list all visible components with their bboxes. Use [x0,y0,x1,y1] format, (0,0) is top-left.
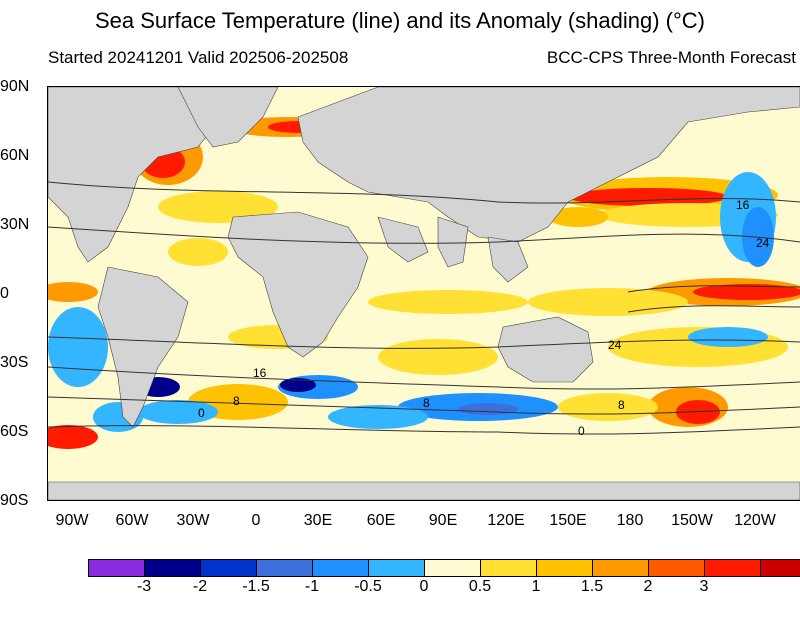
lon-label-150e: 150E [549,512,587,529]
sst-contours [48,181,800,435]
lat-label-90s: 90S [0,492,29,509]
lon-label-60w: 60W [115,512,149,529]
colorbar-label: 1.5 [580,578,604,595]
contour-label: 16 [736,198,750,212]
lat-label-30s: 30S [0,354,29,371]
lon-label-150w: 150W [671,512,713,529]
colorbar [88,559,800,577]
lon-label-120e: 120E [487,512,525,529]
colorbar-label: -0.5 [354,578,382,595]
lon-label-120w: 120W [734,512,776,529]
colorbar-swatch [257,560,313,576]
colorbar-swatch [705,560,761,576]
lon-label-0: 0 [251,512,261,529]
lon-label-30w: 30W [176,512,210,529]
map-canvas: 16 24 24 16 8 0 8 8 0 [48,87,800,500]
chart-title: Sea Surface Temperature (line) and its A… [94,8,705,33]
colorbar-swatch [369,560,425,576]
colorbar-label: -2 [192,578,208,595]
lat-label-eq: 0 [0,285,9,302]
contour-label: 24 [608,338,622,352]
anomaly-shading [48,117,800,449]
colorbar-swatch [537,560,593,576]
colorbar-swatch [425,560,481,576]
contour-label-group: 16 24 24 16 8 0 8 8 0 [198,198,770,438]
contour-label: 0 [578,424,585,438]
colorbar-swatch [649,560,705,576]
colorbar-swatch [593,560,649,576]
colorbar-swatch [201,560,257,576]
contour-label: 16 [253,366,267,380]
contour-label: 8 [618,398,625,412]
lat-label-60s: 60S [0,423,29,440]
contour-label: 24 [756,236,770,250]
lon-label-30e: 30E [303,512,333,529]
forecast-source: BCC-CPS Three-Month Forecast [546,48,796,67]
lat-label-90n: 90N [0,78,30,95]
lat-label-30n: 30N [0,216,30,233]
lat-label-60n: 60N [0,147,30,164]
colorbar-label: -1 [304,578,320,595]
lon-label-90w: 90W [55,512,89,529]
lon-label-60e: 60E [366,512,396,529]
sst-anomaly-map: 16 24 24 16 8 0 8 8 0 [47,86,800,501]
land-masses [48,87,800,500]
forecast-period: Started 20241201 Valid 202506-202508 [48,48,349,67]
colorbar-swatch [761,560,800,576]
lon-label-180: 180 [616,512,644,529]
colorbar-label: 1 [531,578,541,595]
contour-label: 8 [423,396,430,410]
colorbar-label: -3 [136,578,152,595]
contour-label: 8 [233,394,240,408]
colorbar-label: 3 [699,578,709,595]
lon-label-90e: 90E [428,512,458,529]
colorbar-label: 0 [419,578,429,595]
colorbar-label: -1.5 [242,578,270,595]
colorbar-swatch [481,560,537,576]
colorbar-swatch [313,560,369,576]
colorbar-label: 2 [643,578,653,595]
colorbar-swatch [145,560,201,576]
colorbar-label: 0.5 [468,578,492,595]
colorbar-swatch [89,560,145,576]
contour-label: 0 [198,406,205,420]
